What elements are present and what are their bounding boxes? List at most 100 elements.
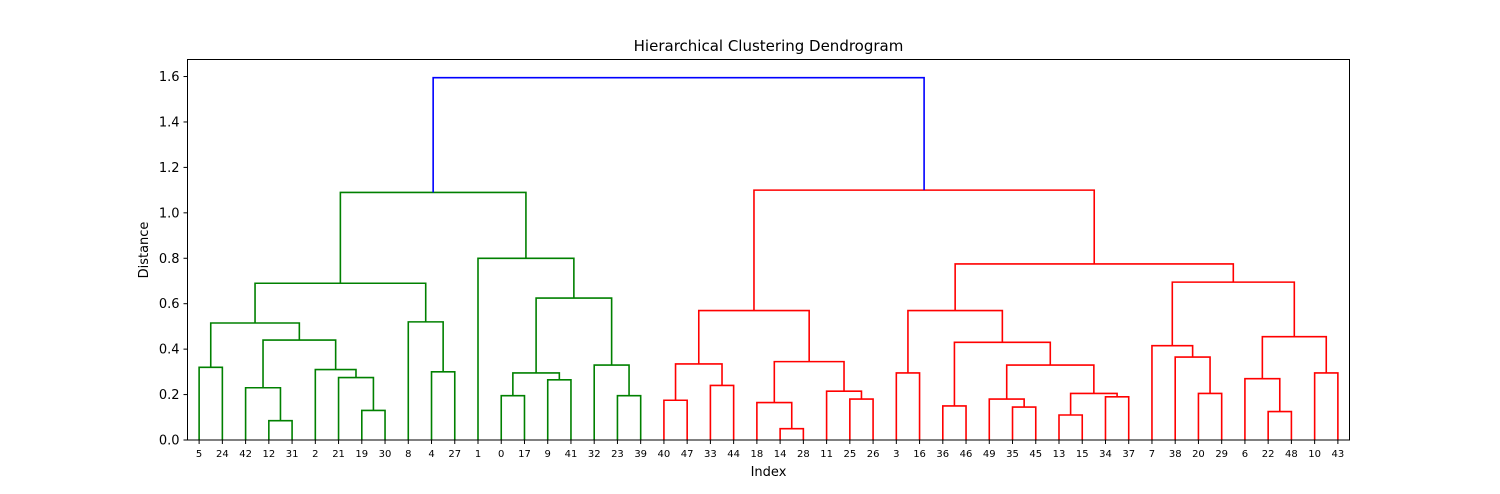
dendrogram-link	[1171, 281, 1296, 346]
dendrogram-link	[337, 376, 375, 440]
dendrogram-link	[477, 257, 575, 440]
leaf-label: 40	[658, 449, 671, 460]
leaf-label: 27	[448, 449, 461, 460]
leaf-label: 5	[196, 449, 202, 460]
y-tick-label: 0.6	[159, 297, 180, 312]
dendrogram-link	[512, 372, 561, 396]
x-axis: 5 24 42 12 31 2 21 19 30 8 4 27 1 0 17 9 41 32 23 39 40 47 33 4…	[196, 440, 1344, 460]
dendrogram-link	[361, 409, 386, 440]
dendrogram-link	[314, 368, 357, 440]
leaf-label: 39	[634, 449, 647, 460]
y-tick-label: 1.4	[159, 115, 180, 130]
dendrogram-link	[1104, 396, 1130, 440]
leaf-label: 44	[727, 449, 740, 460]
dendrogram-link	[753, 189, 1096, 311]
dendrogram-link	[849, 398, 874, 440]
dendrogram-link	[942, 405, 967, 440]
y-tick-label: 0.0	[159, 434, 180, 449]
dendrogram-link	[244, 386, 282, 440]
leaf-label: 11	[820, 449, 833, 460]
dendrogram-link	[1197, 392, 1223, 440]
dendrogram-link	[209, 322, 301, 368]
dendrogram-link	[407, 321, 444, 440]
dendrogram-link	[1174, 356, 1211, 440]
leaf-label: 6	[1242, 449, 1248, 460]
y-tick-label: 1.2	[159, 161, 180, 176]
dendrogram-link	[1058, 414, 1084, 440]
dendrogram-link	[756, 401, 793, 440]
dendrogram-link	[546, 379, 572, 440]
y-tick-label: 1.0	[159, 206, 180, 221]
leaf-label: 20	[1192, 449, 1205, 460]
leaf-label: 35	[1006, 449, 1019, 460]
dendrogram-link	[1267, 410, 1293, 440]
leaf-label: 49	[983, 449, 996, 460]
leaf-label: 41	[565, 449, 578, 460]
dendrogram-link	[268, 419, 293, 440]
dendrogram-link	[663, 399, 688, 440]
dendrogram-link	[198, 366, 224, 440]
leaf-label: 28	[797, 449, 810, 460]
leaf-label: 32	[588, 449, 601, 460]
dendrogram-link	[773, 360, 845, 403]
y-tick-label: 1.6	[159, 70, 180, 85]
dendrogram-link	[988, 398, 1025, 440]
leaf-label: 16	[913, 449, 926, 460]
leaf-label: 38	[1169, 449, 1182, 460]
leaf-label: 33	[704, 449, 717, 460]
leaf-label: 43	[1332, 449, 1345, 460]
leaf-label: 36	[936, 449, 949, 460]
leaf-label: 37	[1122, 449, 1135, 460]
leaf-label: 48	[1285, 449, 1298, 460]
leaf-label: 31	[286, 449, 299, 460]
dendrogram-links	[198, 76, 1339, 440]
dendrogram-link	[953, 341, 1052, 406]
dendrogram-link	[709, 384, 735, 440]
dendrogram-link	[1151, 344, 1194, 440]
leaf-label: 17	[518, 449, 531, 460]
leaf-label: 8	[405, 449, 411, 460]
dendrogram-link	[616, 394, 642, 440]
leaf-label: 29	[1215, 449, 1228, 460]
dendrogram-link	[1313, 372, 1339, 440]
leaf-label: 1	[475, 449, 481, 460]
chart-title: Hierarchical Clustering Dendrogram	[634, 37, 904, 55]
leaf-label: 34	[1099, 449, 1112, 460]
leaf-label: 23	[611, 449, 624, 460]
leaf-label: 14	[774, 449, 787, 460]
dendrogram-link	[954, 263, 1235, 311]
leaf-label: 7	[1149, 449, 1155, 460]
dendrogram-link	[535, 297, 613, 373]
x-axis-label: Index	[751, 465, 787, 480]
dendrogram-link	[430, 371, 456, 440]
dendrogram-link	[674, 363, 723, 401]
leaf-label: 24	[216, 449, 229, 460]
leaf-label: 26	[867, 449, 880, 460]
leaf-label: 25	[843, 449, 856, 460]
leaf-label: 19	[355, 449, 368, 460]
dendrogram-link	[254, 282, 427, 324]
leaf-label: 4	[428, 449, 434, 460]
leaf-label: 21	[332, 449, 345, 460]
leaf-label: 22	[1262, 449, 1275, 460]
dendrogram-link	[339, 191, 527, 284]
dendrogram-link	[697, 309, 810, 364]
leaf-label: 47	[681, 449, 694, 460]
plot-area-frame	[187, 59, 1350, 441]
leaf-label: 3	[893, 449, 899, 460]
leaf-label: 0	[498, 449, 504, 460]
leaf-label: 45	[1029, 449, 1042, 460]
leaf-label: 13	[1053, 449, 1066, 460]
y-axis-label: Distance	[137, 222, 152, 279]
dendrogram-link	[1011, 406, 1037, 440]
leaf-label: 15	[1076, 449, 1089, 460]
leaf-label: 42	[239, 449, 252, 460]
dendrogram-link	[262, 339, 337, 388]
dendrogram-link	[1005, 364, 1095, 400]
dendrogram-link	[825, 390, 863, 440]
leaf-label: 30	[379, 449, 392, 460]
dendrogram-link	[500, 394, 526, 440]
leaf-label: 12	[262, 449, 275, 460]
leaf-label: 9	[545, 449, 551, 460]
